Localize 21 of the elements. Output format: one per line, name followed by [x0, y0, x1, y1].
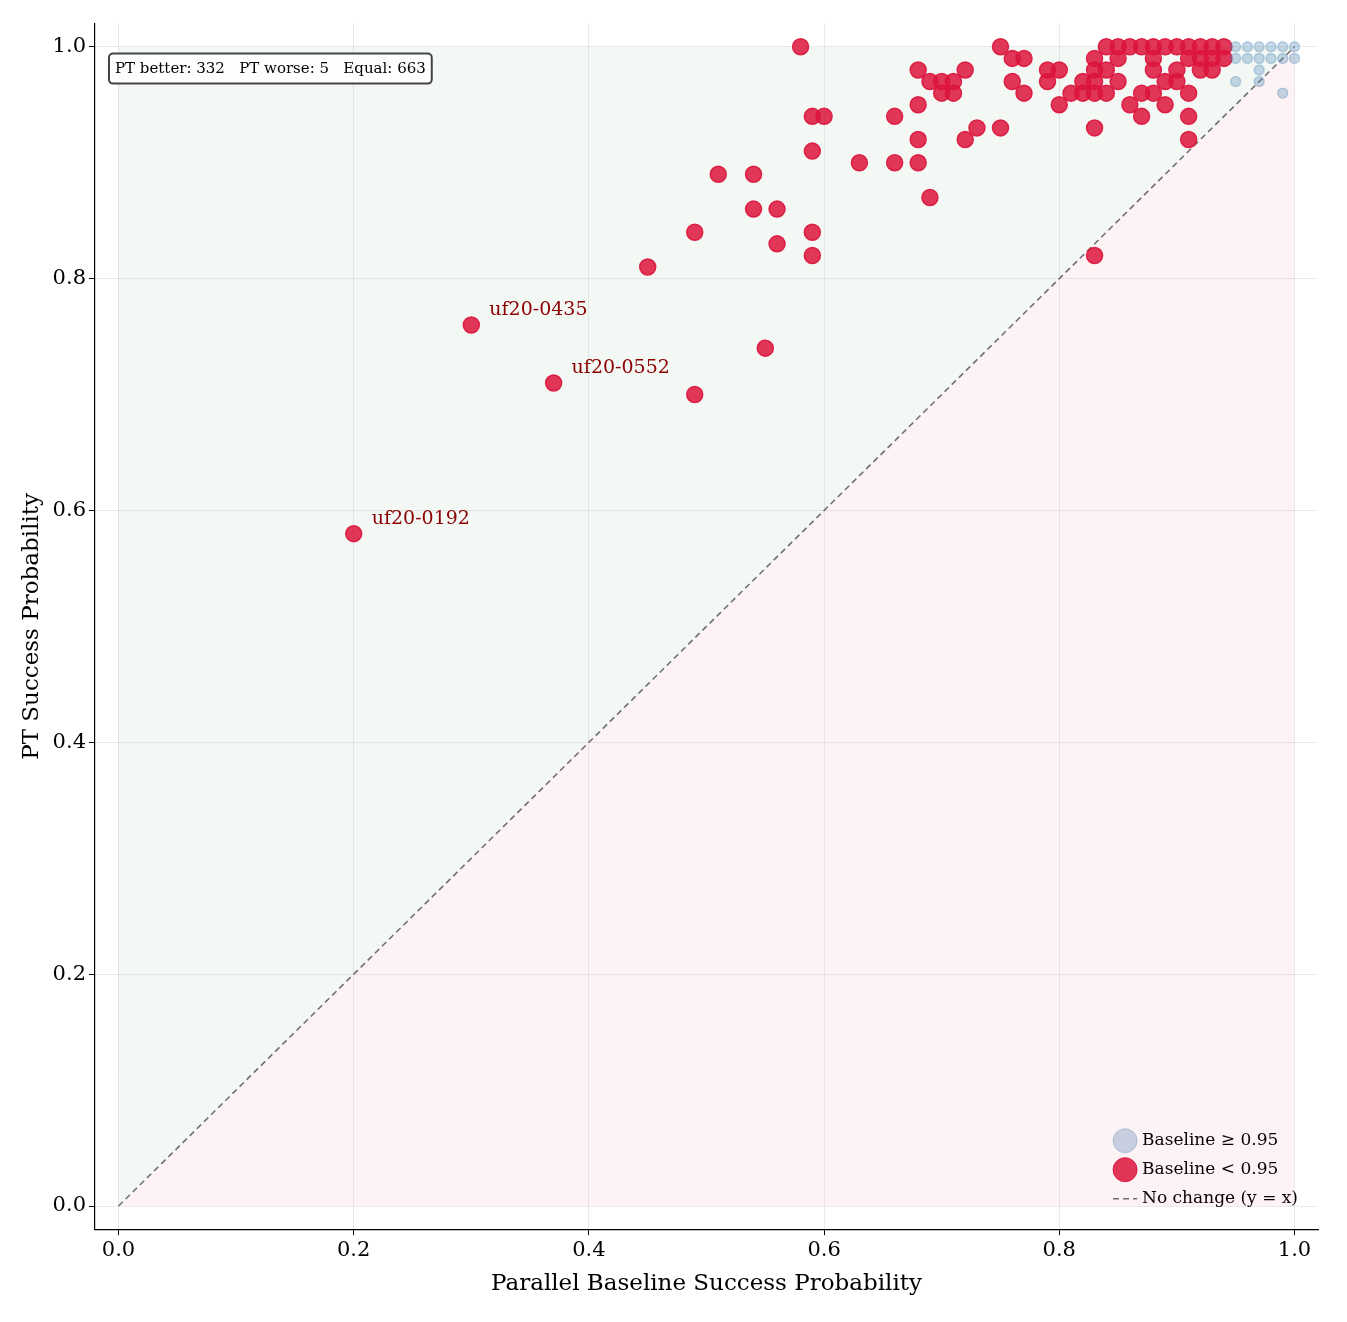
y-axis-title: PT Success Probability	[16, 493, 43, 760]
annotation: uf20-0192	[371, 505, 470, 528]
legend-label: Baseline < 0.95	[1142, 1158, 1279, 1179]
y-tick-label: 0.0	[52, 1192, 86, 1217]
annotation: uf20-0435	[489, 297, 588, 319]
y-tick-label: 0.6	[52, 496, 86, 521]
y-tick-label: 0.4	[52, 728, 86, 753]
x-tick-label: 1.0	[1277, 1237, 1312, 1262]
x-tick-label: 0.8	[1042, 1237, 1076, 1262]
x-tick-label: 0.6	[807, 1237, 841, 1262]
x-tick-label: 0.0	[101, 1237, 136, 1262]
annotation: uf20-0552	[571, 354, 670, 377]
y-tick-label: 0.2	[52, 960, 86, 985]
annotation: PT better: 332 PT worse: 5 Equal: 663	[115, 59, 426, 78]
x-axis-title: Parallel Baseline Success Probability	[491, 1269, 922, 1296]
legend-label: Baseline ≥ 0.95	[1142, 1129, 1279, 1150]
legend-label: No change (y = x)	[1142, 1187, 1298, 1208]
y-tick-label: 1.0	[52, 33, 86, 58]
x-tick-label: 0.2	[337, 1237, 371, 1262]
x-tick-label: 0.4	[572, 1237, 606, 1262]
y-tick-label: 0.8	[52, 265, 86, 290]
